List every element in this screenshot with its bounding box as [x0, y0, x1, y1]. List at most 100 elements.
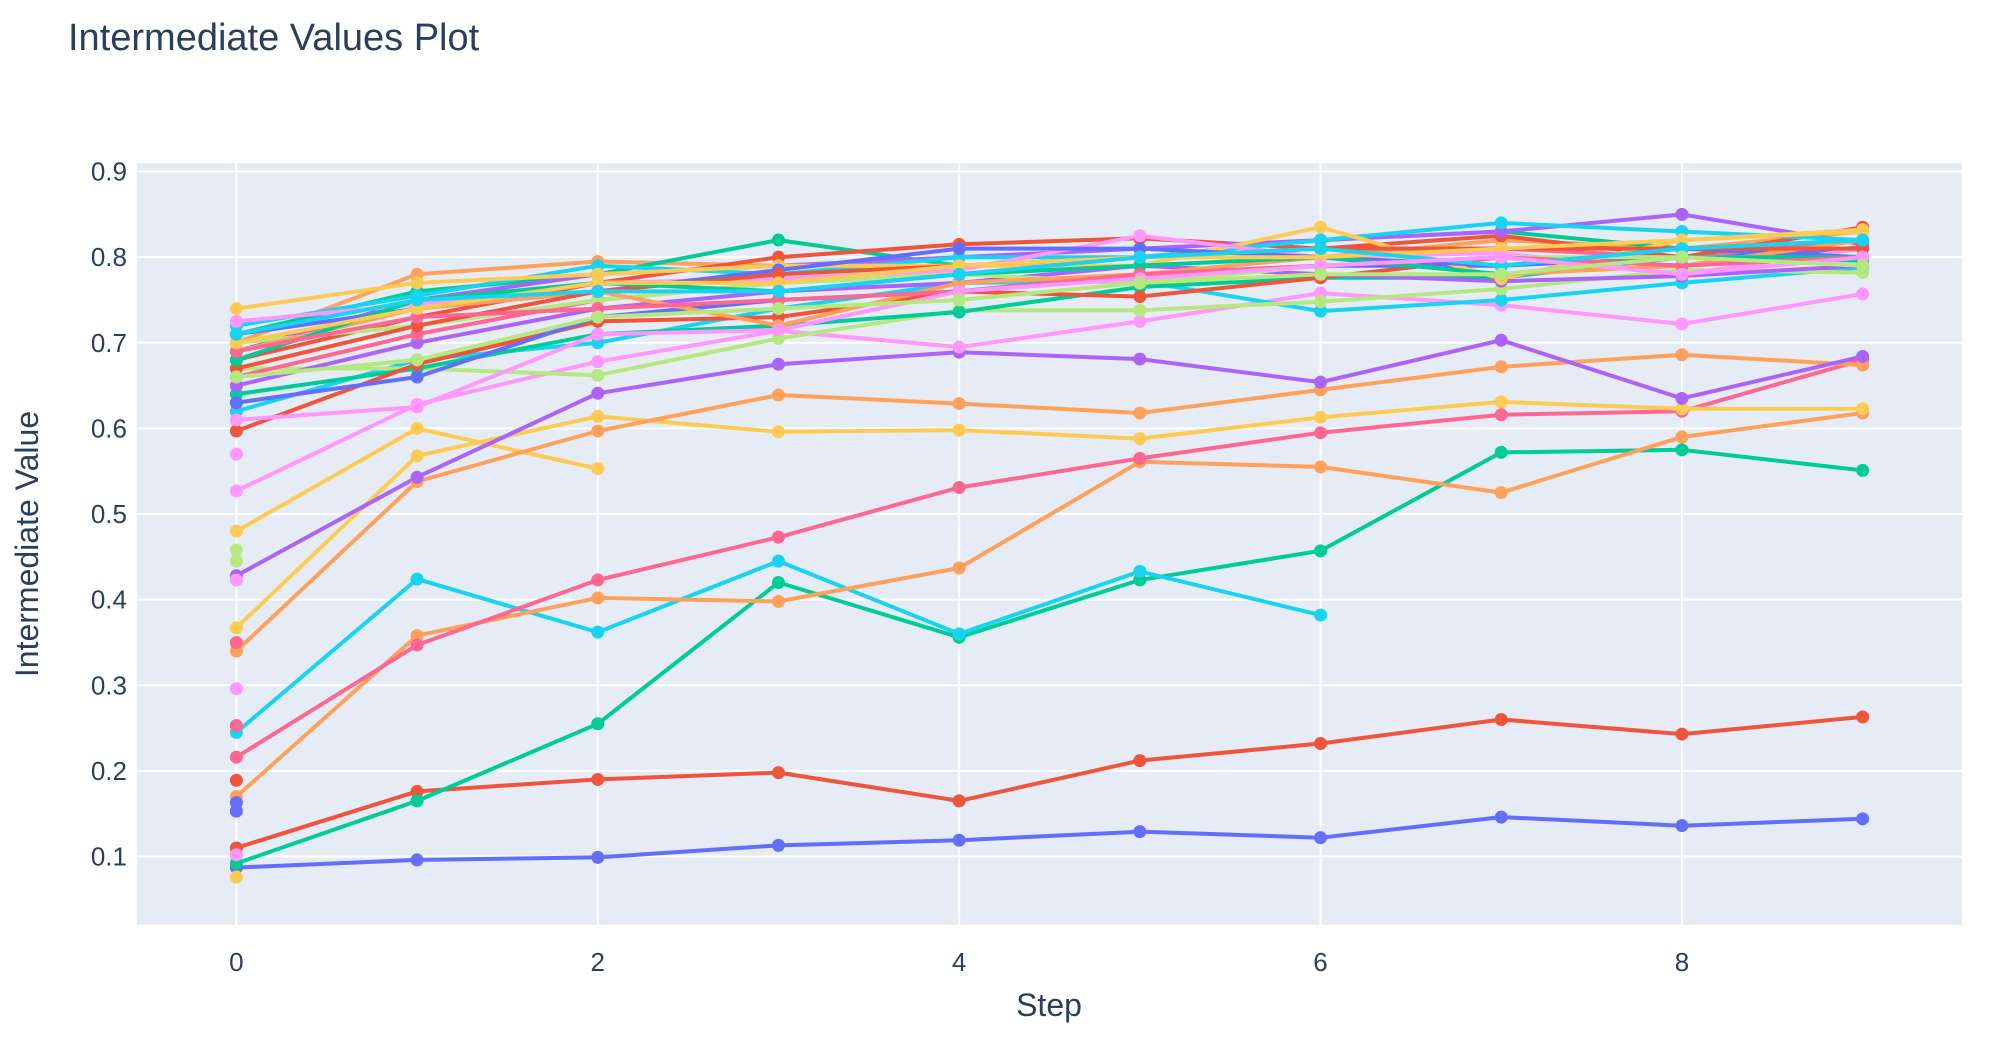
- y-tick-label: 0.8: [91, 242, 127, 272]
- data-point: [591, 386, 605, 400]
- data-point: [410, 276, 424, 290]
- data-point: [591, 424, 605, 438]
- data-point: [229, 543, 243, 557]
- data-point: [591, 368, 605, 382]
- data-points: [229, 207, 1870, 884]
- y-tick-label: 0.6: [91, 413, 127, 443]
- data-point: [1314, 410, 1328, 424]
- data-point: [591, 591, 605, 605]
- data-point: [1675, 267, 1689, 281]
- series-line: [236, 815, 1863, 870]
- data-point: [771, 323, 785, 337]
- data-point: [1675, 207, 1689, 221]
- data-point: [229, 302, 243, 316]
- data-point: [771, 576, 785, 590]
- data-point: [1494, 333, 1508, 347]
- data-point: [410, 470, 424, 484]
- data-point: [771, 302, 785, 316]
- data-point: [1675, 402, 1689, 416]
- data-point: [952, 423, 966, 437]
- x-tick-label: 8: [1675, 947, 1689, 977]
- data-point: [410, 353, 424, 367]
- data-point: [952, 561, 966, 575]
- data-point: [1133, 754, 1147, 768]
- data-point: [1314, 375, 1328, 389]
- data-point: [229, 573, 243, 587]
- y-tick-label: 0.2: [91, 756, 127, 786]
- data-point: [591, 327, 605, 341]
- data-point: [1494, 445, 1508, 459]
- data-point: [1133, 406, 1147, 420]
- data-point: [1314, 267, 1328, 281]
- data-point: [410, 784, 424, 798]
- data-point: [771, 425, 785, 439]
- data-point: [1675, 727, 1689, 741]
- data-point: [1314, 831, 1328, 845]
- data-point: [591, 573, 605, 587]
- data-point: [410, 400, 424, 414]
- data-point: [1675, 250, 1689, 264]
- data-point: [410, 421, 424, 435]
- data-point: [591, 409, 605, 423]
- data-point: [1133, 432, 1147, 446]
- data-point: [1133, 303, 1147, 317]
- tick-labels: 0.1 0.2 0.3 0.4 0.5 0.6 0.7 0.8 0.9 0 2 4 6 8: [91, 157, 1689, 977]
- data-point: [229, 447, 243, 461]
- data-point: [1494, 250, 1508, 264]
- data-point: [229, 719, 243, 733]
- data-point: [591, 310, 605, 324]
- series-line: [236, 255, 1863, 379]
- data-point: [410, 449, 424, 463]
- y-axis-title: Intermediate Value: [9, 411, 45, 677]
- series-line: [235, 291, 1863, 493]
- y-tick-label: 0.1: [91, 842, 127, 872]
- data-point: [1675, 819, 1689, 833]
- data-point: [952, 794, 966, 808]
- data-point: [1494, 486, 1508, 500]
- data-point: [952, 242, 966, 256]
- series-line: [236, 220, 1863, 328]
- data-point: [952, 397, 966, 411]
- data-point: [229, 848, 243, 862]
- data-point: [1133, 276, 1147, 290]
- data-point: [229, 682, 243, 696]
- data-point: [1133, 451, 1147, 465]
- data-point: [1856, 233, 1870, 247]
- data-point: [1675, 348, 1689, 362]
- data-point: [1856, 463, 1870, 477]
- data-point: [410, 638, 424, 652]
- data-point: [1494, 408, 1508, 422]
- data-point: [952, 267, 966, 281]
- data-point: [952, 480, 966, 494]
- data-point: [1856, 812, 1870, 826]
- data-point: [771, 594, 785, 608]
- data-point: [952, 293, 966, 307]
- data-point: [1314, 544, 1328, 558]
- data-point: [410, 853, 424, 867]
- data-point: [229, 396, 243, 410]
- data-point: [1675, 391, 1689, 405]
- data-point: [410, 629, 424, 643]
- data-point: [1856, 287, 1870, 301]
- data-point: [229, 314, 243, 328]
- data-point: [591, 850, 605, 864]
- data-point: [1314, 220, 1328, 234]
- data-point: [1133, 229, 1147, 243]
- series-line: [235, 263, 1863, 388]
- x-axis-title: Step: [1016, 987, 1082, 1023]
- series-line: [235, 238, 1863, 354]
- data-point: [1856, 402, 1870, 416]
- series-line: [235, 411, 1863, 799]
- series-line: [235, 357, 1864, 759]
- data-point: [1314, 426, 1328, 440]
- y-tick-label: 0.4: [91, 585, 127, 615]
- data-point: [1133, 564, 1147, 578]
- data-point: [591, 462, 605, 476]
- data-point: [591, 772, 605, 786]
- data-point: [771, 838, 785, 852]
- data-point: [1856, 349, 1870, 363]
- y-tick-label: 0.9: [91, 157, 127, 187]
- series-line: [236, 255, 1863, 354]
